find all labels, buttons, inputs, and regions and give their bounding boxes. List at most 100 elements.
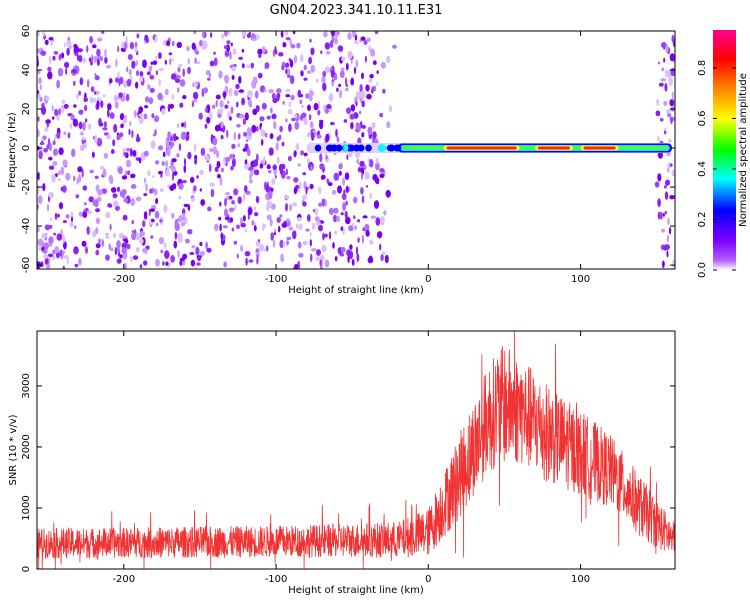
spectrogram-cell	[196, 61, 201, 65]
spectrogram-cell	[226, 195, 230, 201]
spectrogram-cell	[282, 241, 286, 248]
spectrogram-cell	[123, 197, 128, 203]
spectrogram-cell	[289, 75, 295, 84]
spectrogram-cell	[99, 56, 104, 62]
spectrogram-cell	[663, 57, 666, 63]
spectrogram-cell	[205, 241, 209, 250]
spectrogram-cell	[261, 102, 267, 110]
spectrogram-cell	[663, 185, 667, 189]
spectrogram-cell	[233, 89, 239, 97]
spectrogram-cell	[190, 197, 196, 202]
spectrogram-cell	[373, 200, 380, 209]
spectrogram-cell	[177, 87, 180, 93]
spectrogram-cell	[367, 257, 374, 264]
y-tick-label: -60	[21, 257, 32, 273]
spectrogram-cell	[113, 94, 119, 103]
colorbar-gradient	[713, 30, 736, 270]
spectrogram-cell	[38, 246, 42, 251]
spectrogram-cell	[365, 229, 370, 237]
spectrogram-cell	[259, 163, 264, 169]
spectrogram-cell	[191, 101, 194, 108]
spectrogram-cell	[37, 184, 40, 193]
snr-frame	[36, 330, 676, 570]
spectrogram-cell	[301, 105, 304, 109]
spectrogram-cell	[299, 99, 303, 105]
spectrogram-cell	[168, 107, 171, 112]
spectrogram-cell	[285, 62, 290, 68]
spectrogram-cell	[365, 171, 368, 175]
spectrogram-cell	[194, 154, 198, 160]
spectrogram-cell	[216, 150, 220, 159]
spectrogram-cell	[370, 48, 375, 57]
spectrogram-cell	[186, 45, 190, 52]
spectrogram-cell	[82, 57, 87, 64]
spectrogram-cell	[231, 143, 236, 149]
spectrogram-cell	[143, 211, 148, 220]
spectrogram-cell	[273, 120, 277, 130]
spectrogram-cell	[281, 64, 285, 71]
spectrogram-cell	[202, 40, 208, 50]
spectrogram-cell	[297, 217, 302, 222]
spectrogram-cell	[303, 77, 308, 81]
spectrogram-cell	[341, 193, 347, 201]
spectrogram-cell	[58, 178, 61, 182]
spectrogram-cell	[139, 264, 143, 269]
spectrogram-cell	[308, 95, 313, 102]
spectrogram-cell	[78, 90, 81, 96]
spectrogram-x-axis-label: Height of straight line (km)	[288, 285, 424, 296]
spectrogram-cell	[150, 140, 156, 149]
spectrogram-cell	[289, 203, 293, 212]
spectrogram-cell	[182, 68, 185, 77]
x-tick-label: -200	[112, 574, 135, 585]
spectrogram-cell	[94, 73, 97, 78]
spectrogram-cell	[71, 148, 76, 158]
spectrogram-cell	[665, 44, 669, 54]
spectrogram-cell	[219, 100, 224, 108]
spectrogram-cell	[285, 168, 288, 176]
spectrogram-cell	[153, 188, 158, 196]
spectrogram-cell	[51, 116, 55, 120]
spectrogram-cell	[326, 178, 330, 184]
spectrogram-cell	[332, 214, 338, 223]
spectrogram-cell	[348, 186, 351, 192]
spectrogram-cell	[209, 60, 215, 67]
spectrogram-cell	[199, 39, 203, 47]
spectrogram-cell	[116, 134, 120, 141]
spectrogram-cell	[352, 31, 356, 37]
spectrogram-cell	[371, 122, 376, 129]
spectrogram-cell	[42, 183, 46, 192]
spectrogram-cell	[106, 64, 111, 69]
spectrogram-cell	[190, 259, 196, 267]
spectrogram-cell	[135, 60, 139, 67]
spectrogram-cell	[279, 170, 283, 175]
spectrogram-cell	[384, 254, 389, 264]
spectrogram-cell	[360, 36, 366, 41]
spectrogram-cell	[84, 104, 88, 112]
signal-peak	[537, 146, 570, 150]
spectrogram-cell	[182, 212, 186, 222]
spectrogram-cell	[74, 225, 77, 230]
spectrogram-cell	[364, 55, 367, 63]
spectrogram-cell	[45, 119, 51, 124]
spectrogram-cell	[215, 94, 221, 100]
spectrogram-cell	[386, 121, 391, 129]
spectrogram-cell	[244, 251, 251, 257]
spectrogram-cell	[357, 137, 362, 144]
spectrogram-cell	[311, 132, 315, 141]
spectrogram-cell	[220, 232, 224, 240]
spectrogram-cell	[295, 223, 299, 229]
spectrogram-cell	[241, 63, 245, 69]
spectrogram-cell	[141, 220, 146, 228]
spectrogram-cell	[359, 39, 362, 43]
spectrogram-cell	[198, 112, 203, 120]
spectrogram-cell	[58, 147, 64, 155]
spectrogram-cell	[242, 148, 247, 152]
x-tick-label: 0	[425, 574, 431, 585]
spectrogram-cell	[103, 152, 108, 159]
spectrogram-cell	[380, 216, 385, 224]
spectrogram-cell	[70, 211, 74, 217]
spectrogram-cell	[66, 40, 72, 48]
spectrogram-cell	[285, 31, 289, 36]
spectrogram-cell	[117, 186, 120, 193]
snr-series-line	[37, 331, 675, 569]
